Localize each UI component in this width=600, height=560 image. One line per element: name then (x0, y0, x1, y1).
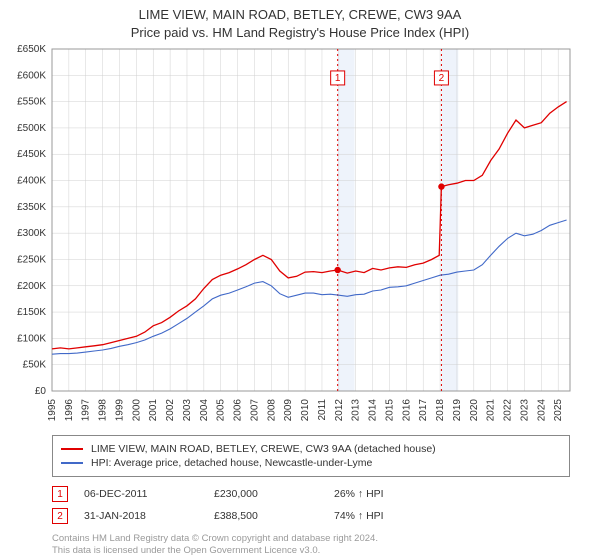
chart-svg: £0 £50K £100K £150K £200K £250K £300K £350K £400… (0, 41, 600, 431)
sale-date: 06-DEC-2011 (84, 488, 214, 500)
x-tick-label: 1998 (98, 399, 109, 422)
y-tick-label: £600K (17, 70, 46, 81)
x-tick-label: 2006 (233, 399, 244, 422)
x-tick-label: 2005 (216, 399, 227, 422)
legend-swatch-property (61, 448, 83, 450)
sale-marker-number: 2 (439, 73, 445, 84)
x-tick-label: 2018 (435, 399, 446, 422)
y-tick-label: £450K (17, 149, 46, 160)
chart-title: LIME VIEW, MAIN ROAD, BETLEY, CREWE, CW3… (0, 0, 600, 41)
legend-label: HPI: Average price, detached house, Newc… (91, 457, 372, 469)
x-tick-label: 2010 (300, 399, 311, 422)
x-tick-label: 2012 (334, 399, 345, 422)
x-tick-label: 1999 (114, 399, 125, 422)
sale-price: £388,500 (214, 510, 334, 522)
x-tick-label: 2009 (283, 399, 294, 422)
sale-price: £230,000 (214, 488, 334, 500)
y-tick-label: £650K (17, 44, 46, 55)
title-line2: Price paid vs. HM Land Registry's House … (0, 24, 600, 42)
sale-dot (438, 183, 444, 189)
table-row: 2 31-JAN-2018 £388,500 74% ↑ HPI (52, 505, 570, 527)
x-tick-label: 2004 (199, 399, 210, 422)
y-tick-label: £550K (17, 97, 46, 108)
legend: LIME VIEW, MAIN ROAD, BETLEY, CREWE, CW3… (52, 435, 570, 477)
x-tick-label: 2017 (418, 399, 429, 422)
title-line1: LIME VIEW, MAIN ROAD, BETLEY, CREWE, CW3… (0, 6, 600, 24)
highlight-band (338, 49, 355, 391)
sale-marker-2-icon: 2 (52, 508, 68, 524)
sales-table: 1 06-DEC-2011 £230,000 26% ↑ HPI 2 31-JA… (52, 483, 570, 527)
x-tick-label: 2025 (553, 399, 564, 422)
x-tick-label: 2013 (351, 399, 362, 422)
sale-vs-hpi: 74% ↑ HPI (334, 510, 570, 522)
x-tick-label: 2001 (148, 399, 159, 422)
x-tick-label: 2014 (368, 399, 379, 422)
x-tick-label: 1995 (47, 399, 58, 422)
y-tick-label: £350K (17, 202, 46, 213)
table-row: 1 06-DEC-2011 £230,000 26% ↑ HPI (52, 483, 570, 505)
x-tick-label: 2019 (452, 399, 463, 422)
footer-line: Contains HM Land Registry data © Crown c… (52, 533, 570, 545)
y-tick-label: £500K (17, 123, 46, 134)
sale-vs-hpi: 26% ↑ HPI (334, 488, 570, 500)
y-tick-label: £300K (17, 228, 46, 239)
highlight-band (441, 49, 458, 391)
y-tick-label: £150K (17, 307, 46, 318)
x-tick-label: 2008 (266, 399, 277, 422)
x-tick-label: 2016 (401, 399, 412, 422)
x-tick-label: 2024 (536, 399, 547, 422)
x-tick-label: 2023 (519, 399, 530, 422)
legend-row: LIME VIEW, MAIN ROAD, BETLEY, CREWE, CW3… (61, 442, 561, 456)
footer-line: This data is licensed under the Open Gov… (52, 545, 570, 557)
sale-marker-number: 1 (335, 73, 341, 84)
x-tick-label: 2021 (486, 399, 497, 422)
chart-area: £0 £50K £100K £150K £200K £250K £300K £350K £400… (0, 41, 600, 431)
y-tick-label: £0 (35, 386, 47, 397)
x-tick-label: 2020 (469, 399, 480, 422)
footer-attribution: Contains HM Land Registry data © Crown c… (52, 533, 570, 558)
x-tick-label: 2007 (249, 399, 260, 422)
y-tick-label: £100K (17, 333, 46, 344)
x-tick-label: 2002 (165, 399, 176, 422)
legend-row: HPI: Average price, detached house, Newc… (61, 456, 561, 470)
x-tick-label: 2003 (182, 399, 193, 422)
y-tick-label: £200K (17, 281, 46, 292)
x-tick-label: 2022 (503, 399, 514, 422)
x-tick-label: 2015 (384, 399, 395, 422)
x-tick-label: 1997 (81, 399, 92, 422)
legend-label: LIME VIEW, MAIN ROAD, BETLEY, CREWE, CW3… (91, 443, 436, 455)
sale-date: 31-JAN-2018 (84, 510, 214, 522)
y-tick-label: £250K (17, 255, 46, 266)
y-tick-label: £50K (23, 360, 47, 371)
x-tick-label: 2011 (317, 399, 328, 421)
legend-swatch-hpi (61, 462, 83, 464)
x-tick-label: 2000 (131, 399, 142, 422)
y-tick-label: £400K (17, 176, 46, 187)
sale-dot (334, 267, 340, 273)
x-tick-label: 1996 (64, 399, 75, 422)
sale-marker-1-icon: 1 (52, 486, 68, 502)
